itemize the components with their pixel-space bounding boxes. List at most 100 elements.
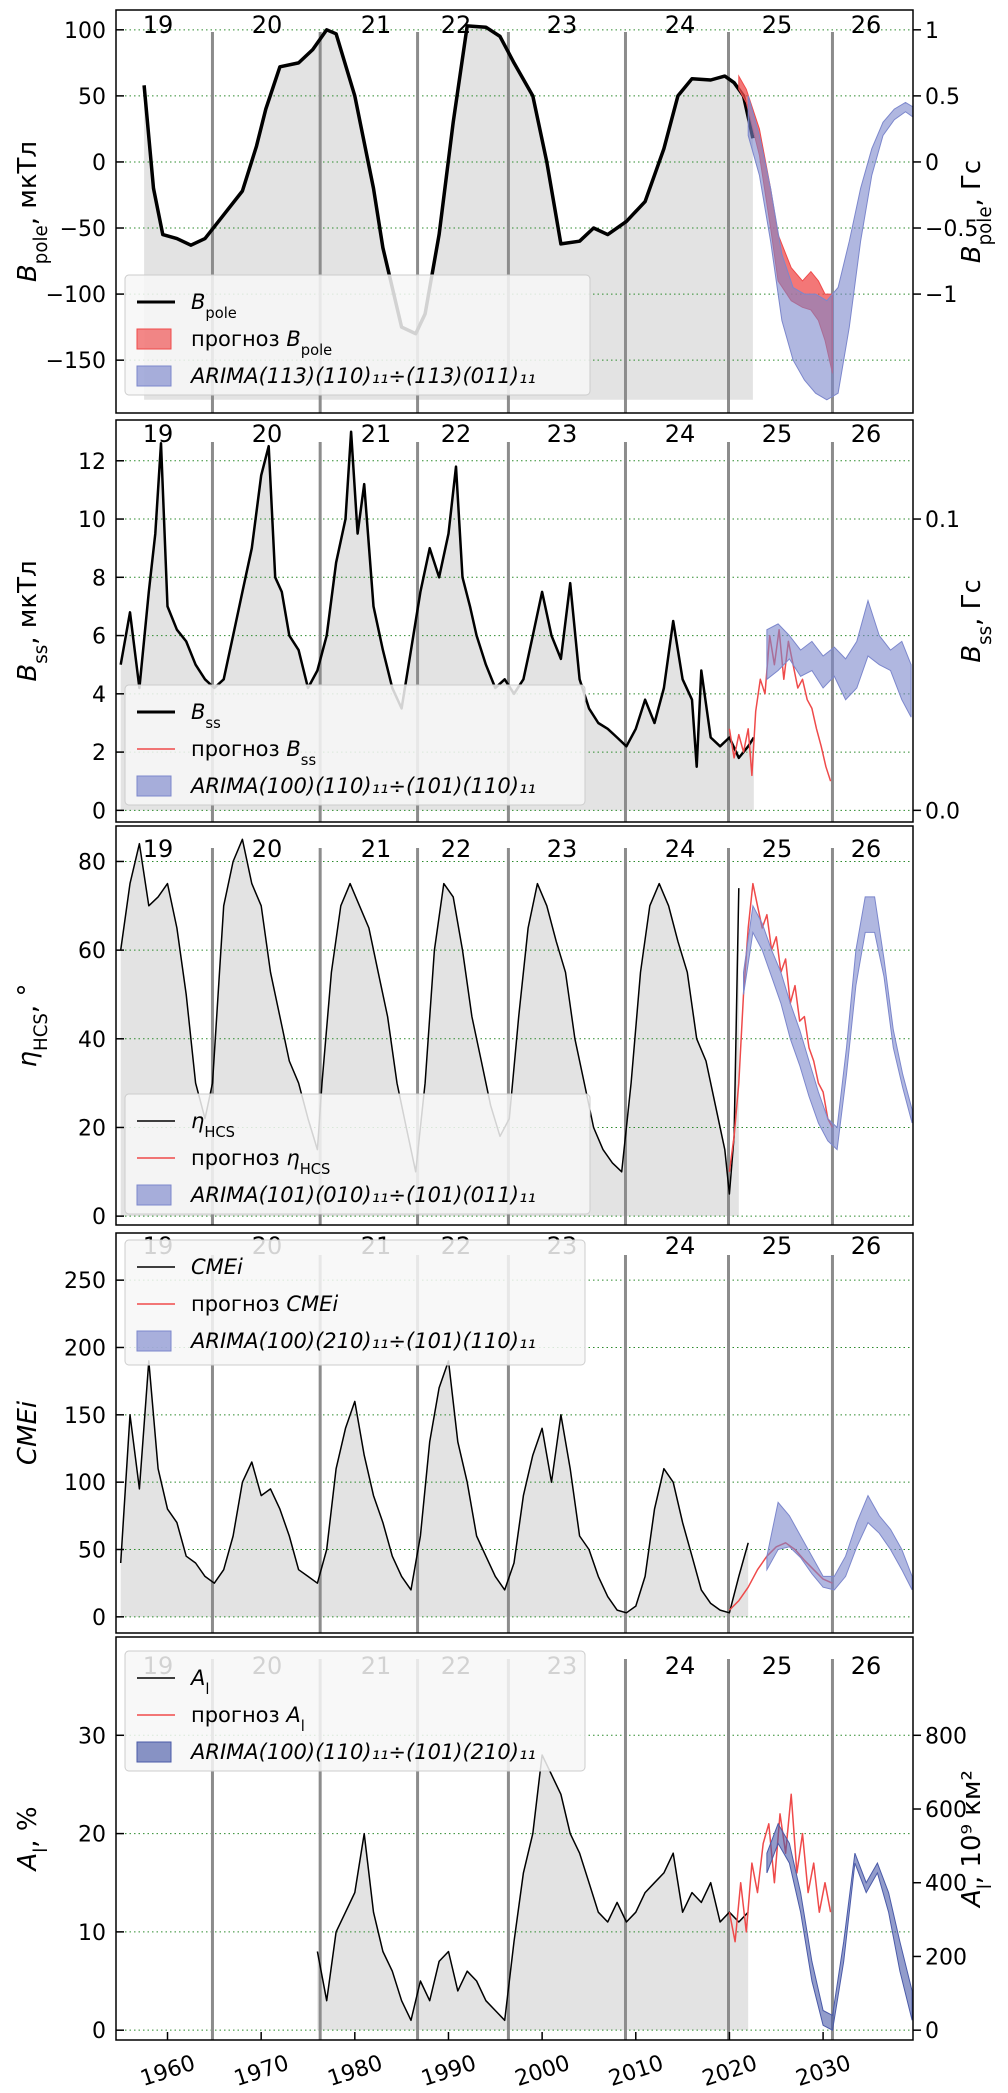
cme-ytick-label: 50 [78,1538,106,1563]
al-rtick-label: 600 [925,1798,967,1823]
hcs-band-2 [743,896,913,1151]
bss-ylabel-right-main: B [957,645,987,663]
bss-frame [115,419,914,823]
cycle-label-24: 24 [665,1232,696,1260]
hcs-legend-box [124,1093,591,1215]
bpole-legend-sub: pole [301,342,332,359]
bss-ylabel-unit: , мкТл [13,560,43,644]
cycle-label-26: 26 [851,11,882,39]
al-ylabel-right-main: A [957,1889,987,1909]
bpole-ylabel-main: B [13,264,43,282]
hcs-legend-swatch [136,1184,172,1206]
al-ylabel-right: Al, 10⁹ км² [957,1770,996,1909]
bpole-ytick-label: 100 [64,19,106,44]
cycle-label-20: 20 [252,835,283,863]
bss-ytick-label: 8 [92,566,106,591]
panel-cme: 1920212223242526050100150200250CMEiCMEiп… [13,1232,914,1634]
al-rtick-label: 0 [925,2019,939,2044]
cme-legend-prefix: прогноз [191,1292,286,1316]
bss-rtick-label: 0.1 [925,508,960,533]
bss-legend-main: B [286,737,300,761]
x-tick-label: 2030 [793,2051,854,2092]
bss-rtick-label: 0.0 [925,799,960,824]
x-tick-label: 1960 [137,2051,198,2092]
hcs-ylabel-sub: HCS [31,1013,52,1051]
bpole-ylabel-right-main: B [957,245,987,263]
bpole-ylabel-unit: , мкТл [13,141,43,225]
bpole-legend-box [124,274,591,396]
cycle-label-26: 26 [851,1232,882,1260]
al-ytick-label: 20 [78,1823,106,1848]
bpole-legend-entry: Bpole [191,290,237,322]
bss-ylabel-sub: ss [31,645,52,664]
cycle-label-19: 19 [143,11,174,39]
cycle-label-19: 19 [143,835,174,863]
cycle-label-26: 26 [851,1652,882,1680]
hcs-legend-entry: прогноз ηHCS [191,1146,330,1178]
cycle-label-26: 26 [851,420,882,448]
al-ylabel-right-unit: , 10⁹ км² [957,1770,987,1884]
al-legend-rest: (100)(110)₁₁÷(101)(210)₁₁ [259,1740,536,1764]
al-legend-sub: l [205,1681,209,1698]
al-legend-sub: l [301,1718,305,1735]
al-legend-box [124,1650,586,1772]
bss-legend-sub: ss [205,715,220,732]
cycle-label-26: 26 [851,835,882,863]
al-legend-swatch [136,1741,172,1763]
bpole-legend-rest: (113)(110)₁₁÷(113)(011)₁₁ [259,364,536,388]
x-tick-label: 2010 [606,2051,667,2092]
bss-line-0 [119,430,755,768]
cycle-label-22: 22 [441,420,472,448]
bss-ylabel-right-label: Bss, Гс [957,579,996,662]
bpole-legend-main: B [286,327,300,351]
al-ylabel-main: A [13,1853,43,1873]
cycle-label-24: 24 [665,835,696,863]
x-tick-label: 1980 [325,2051,386,2092]
cycle-label-22: 22 [441,835,472,863]
al-legend-entry: ARIMA(100)(110)₁₁÷(101)(210)₁₁ [189,1740,536,1764]
cycle-label-25: 25 [762,420,793,448]
al-ylabel: Al, % [13,1806,52,1872]
panel-al: 192021222324252601020300200400600800Al, … [13,1636,996,2044]
bpole-ylabel-sub: pole [31,225,52,264]
bss-legend-main: ARIMA [189,774,259,798]
bss-legend-rest: (100)(110)₁₁÷(101)(110)₁₁ [259,774,536,798]
bss-legend-box [124,684,586,806]
al-legend-main: A [284,1703,300,1727]
hcs-ytick-label: 40 [78,1028,106,1053]
hcs-legend-main: η [286,1146,299,1170]
al-ylabel-right-sub: l [975,1884,996,1889]
cme-band-2 [766,1494,913,1591]
hcs-legend-entry: ARIMA(101)(010)₁₁÷(101)(011)₁₁ [189,1183,536,1207]
cycle-label-22: 22 [441,11,472,39]
bpole-ytick-label: −100 [46,283,106,308]
cycle-label-23: 23 [547,420,578,448]
hcs-ylabel-unit: , ° [13,984,43,1014]
bpole-legend-swatch [136,365,172,387]
cycle-label-23: 23 [547,11,578,39]
hcs-ylabel-label: ηHCS, ° [13,984,52,1068]
cycle-label-23: 23 [547,835,578,863]
al-legend-prefix: прогноз [191,1703,286,1727]
al-line-0 [316,1754,749,2022]
bpole-ylabel: Bpole, мкТл [13,141,52,282]
bss-ytick-label: 6 [92,625,106,650]
hcs-legend-sub: HCS [300,1161,331,1178]
hcs-ytick-label: 60 [78,939,106,964]
al-ytick-label: 0 [92,2019,106,2044]
bss-ytick-label: 2 [92,741,106,766]
bss-legend-main: B [191,700,205,724]
bss-ylabel-main: B [13,664,43,682]
bss-ytick-label: 12 [78,450,106,475]
bpole-ylabel-right: Bpole, Гс [957,160,996,263]
cme-ytick-label: 0 [92,1606,106,1631]
bpole-ytick-label: −150 [46,349,106,374]
bpole-rtick-label: 1 [925,19,939,44]
cycle-label-24: 24 [665,420,696,448]
cycle-label-21: 21 [361,11,392,39]
bss-ylabel-right-unit: , Гс [957,579,987,626]
bss-legend-prefix: прогноз [191,737,286,761]
